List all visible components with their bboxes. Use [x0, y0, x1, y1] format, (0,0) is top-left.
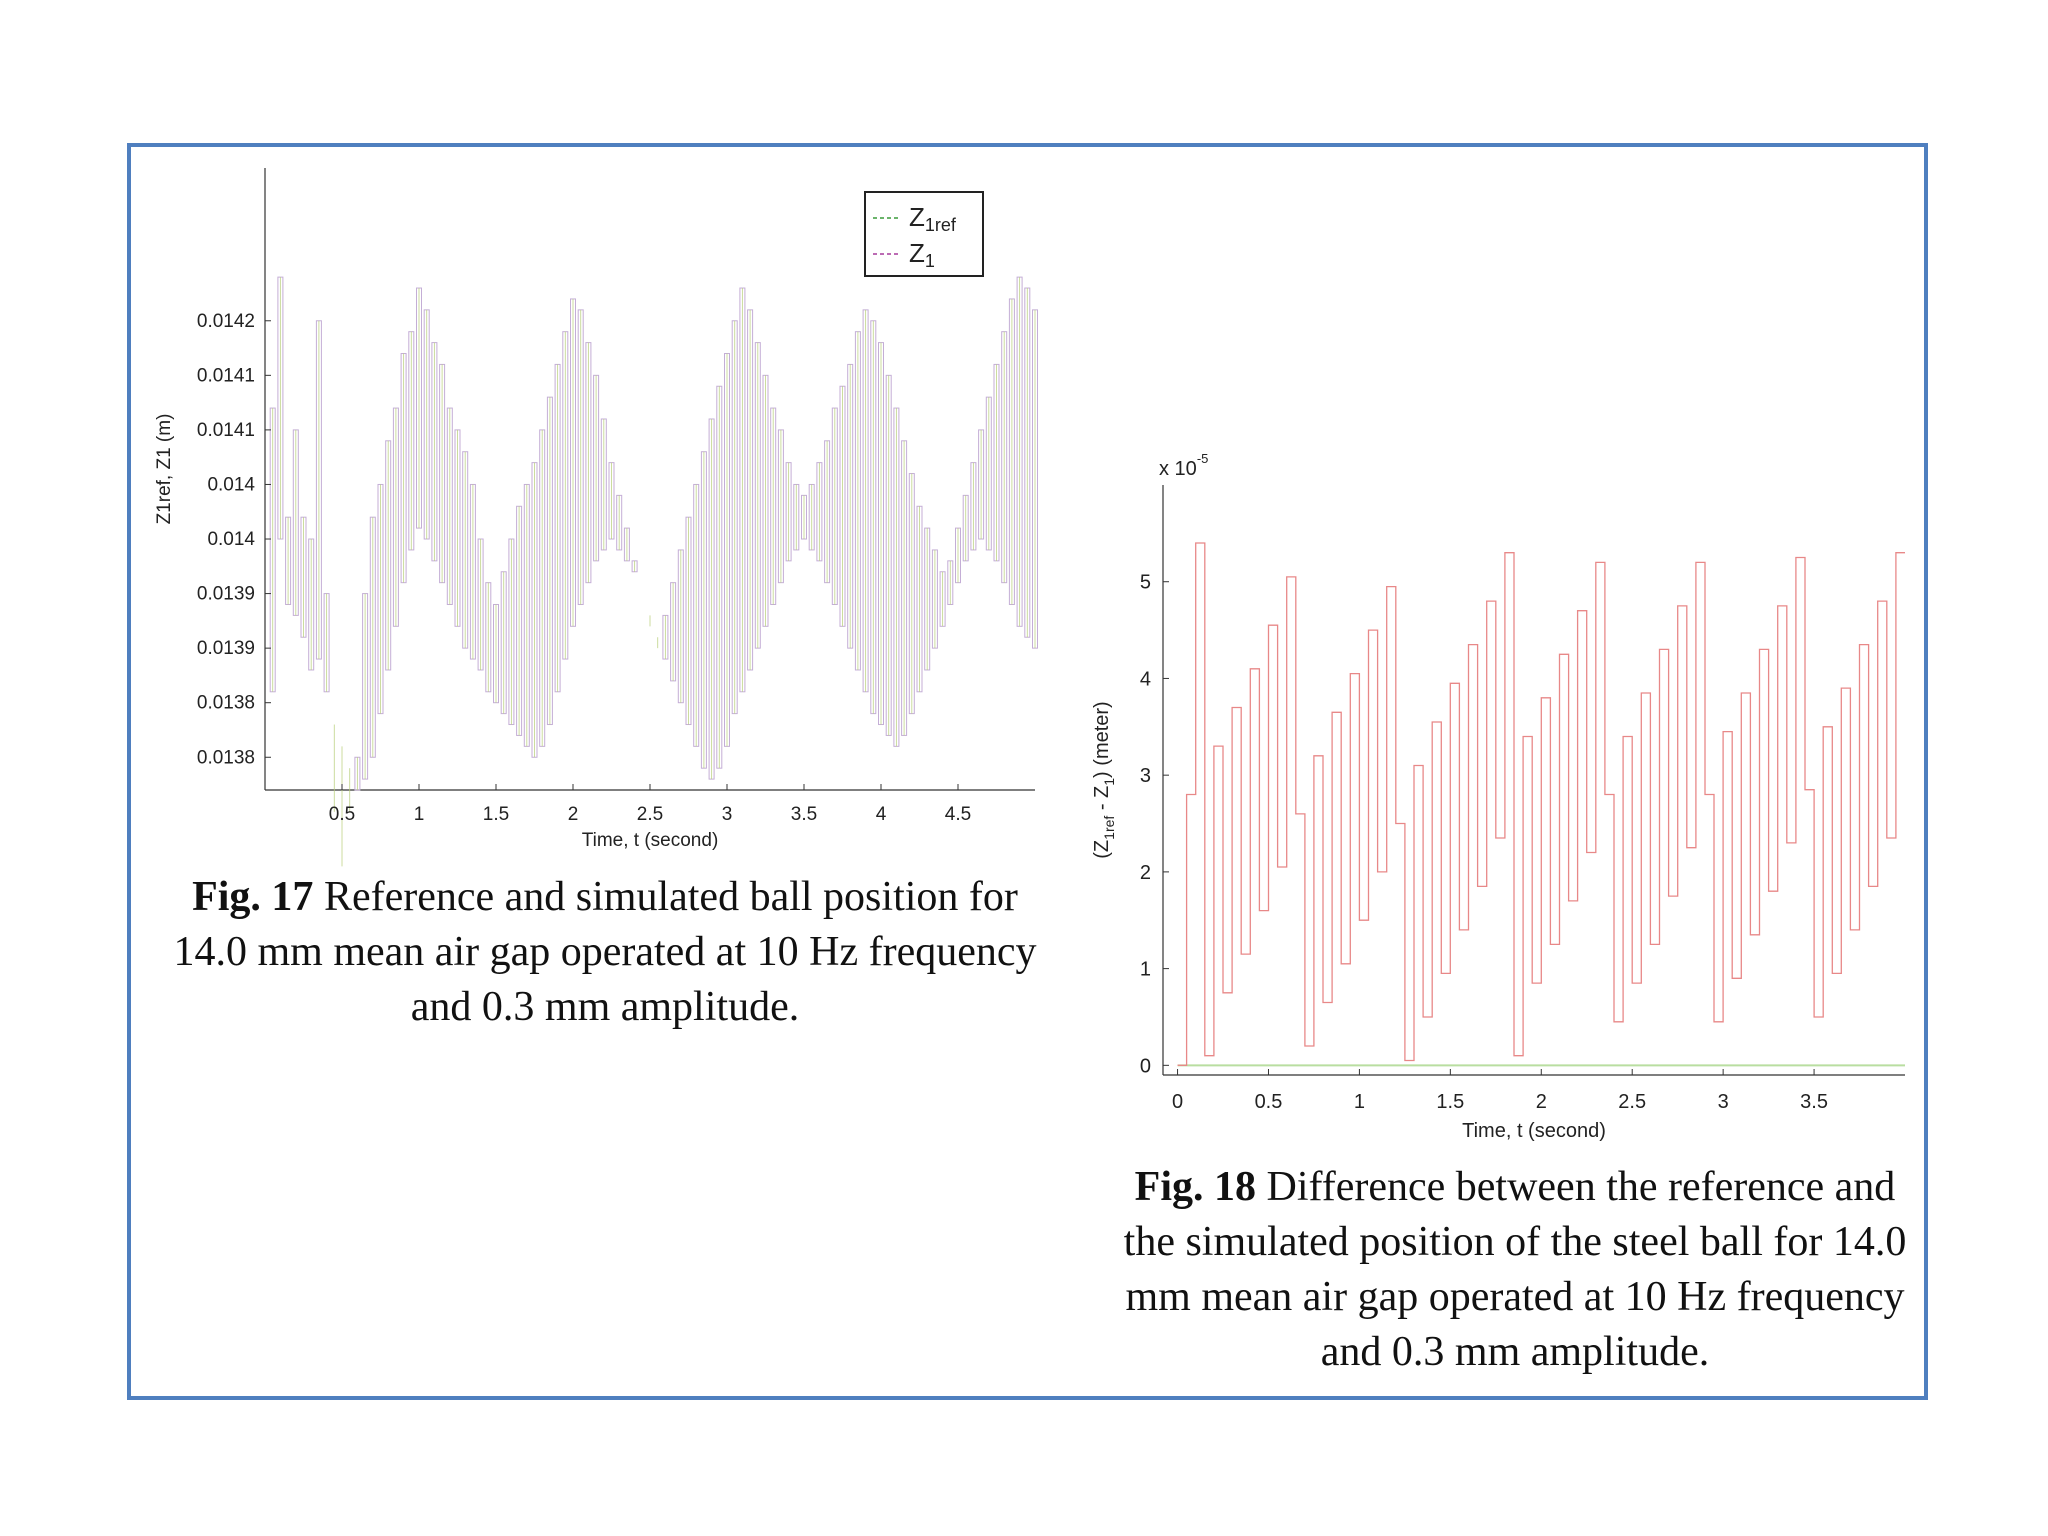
y-tick-label: 1	[1140, 959, 1151, 981]
difference-step-series	[1177, 542, 1905, 1066]
x-tick-label: 3.5	[1800, 1091, 1828, 1113]
y-tick-label: 4	[1140, 668, 1151, 690]
y-tick-label: 3	[1140, 765, 1151, 787]
y-axis-multiplier: x 10-5	[1159, 451, 1208, 480]
y-axis-title: (Z1ref - Z1) (meter)	[1091, 701, 1117, 858]
x-tick-label: 3	[722, 804, 733, 825]
y-tick-label: 2	[1140, 862, 1151, 884]
y-tick-label: 0.0141	[197, 420, 255, 441]
x-tick-label: 4.5	[945, 804, 971, 825]
y-tick-label: 0.014	[207, 474, 255, 495]
y-tick-label: 0.0139	[197, 584, 255, 605]
caption-fig17-label: Fig. 17	[192, 874, 314, 920]
z1-spike	[277, 276, 284, 540]
y-tick-label: 0.0139	[197, 638, 255, 659]
caption-fig18-text: Difference between the reference and the…	[1123, 1164, 1907, 1375]
x-axis-title: Time, t (second)	[582, 830, 719, 851]
caption-fig17-text: Reference and simulated ball position fo…	[173, 874, 1037, 1030]
x-tick-label: 4	[876, 804, 887, 825]
x-tick-label: 1	[1354, 1091, 1365, 1113]
x-tick-label: 2.5	[637, 804, 663, 825]
y-tick-label: 0.0142	[197, 311, 255, 332]
y-tick-label: 0.0138	[197, 693, 255, 714]
x-tick-label: 0.5	[1255, 1091, 1283, 1113]
caption-fig18: Fig. 18 Difference between the reference…	[1120, 1160, 1910, 1380]
legend-box	[864, 191, 984, 277]
x-tick-label: 1.5	[483, 804, 509, 825]
z1-spike	[955, 527, 961, 584]
x-tick-label: 0.5	[329, 804, 355, 825]
caption-fig17: Fig. 17 Reference and simulated ball pos…	[170, 870, 1040, 1035]
chart-fig17: 0.0138 0.0138 0.0139 0.0139 0.014 0.014 0.0141…	[154, 168, 1038, 867]
x-tick-label: 2	[568, 804, 579, 825]
x-tick-label: 1	[414, 804, 425, 825]
x-tick-label: 2	[1536, 1091, 1547, 1113]
x-tick-label: 3	[1718, 1091, 1729, 1113]
x-tick-label: 1.5	[1436, 1091, 1464, 1113]
x-tick-label: 2.5	[1618, 1091, 1646, 1113]
y-tick-label: 0.0138	[197, 747, 255, 768]
chart-fig18: 0 1 2 3 4 5 0 0.5 1 1.5 2 2.5 3 3.5 Time, t (second) x …	[1091, 451, 1905, 1142]
y-tick-label: 0	[1140, 1055, 1151, 1077]
caption-fig18-label: Fig. 18	[1134, 1164, 1256, 1210]
x-tick-label: 3.5	[791, 804, 817, 825]
y-tick-label: 5	[1140, 572, 1151, 594]
y-tick-label: 0.0141	[197, 365, 255, 386]
y-tick-label: 0.014	[207, 529, 255, 550]
x-axis-title: Time, t (second)	[1462, 1120, 1606, 1142]
x-tick-label: 0	[1172, 1091, 1183, 1113]
y-axis-title: Z1ref, Z1 (m)	[154, 414, 175, 525]
